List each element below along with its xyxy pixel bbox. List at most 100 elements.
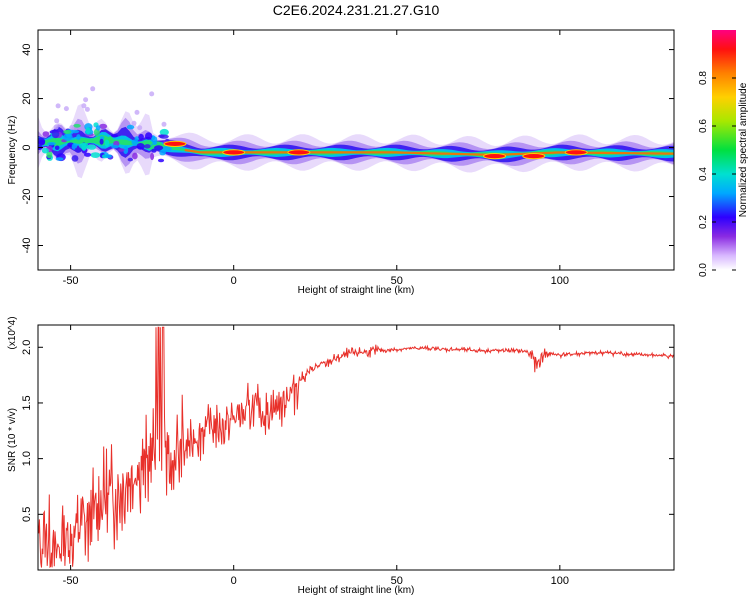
spectrogram-blob <box>55 103 61 109</box>
spectrogram-blob <box>134 109 140 115</box>
spectrogram-blob <box>132 152 138 160</box>
spectrogram-ridge <box>184 148 674 157</box>
spectrogram-hotspot <box>222 149 246 156</box>
colorbar-tick-label: 0.4 <box>698 167 709 181</box>
spectrogram-blob <box>144 144 151 149</box>
snr-frame <box>37 324 675 571</box>
colorbar-gradient <box>712 30 736 270</box>
spectrogram-blob <box>151 148 157 153</box>
spectrogram-y-tick-label: -20 <box>21 189 33 205</box>
spectrogram-blob <box>87 144 97 150</box>
spectrogram-y-label: Frequency (Hz) <box>7 116 18 185</box>
spectrogram-hotspot <box>522 153 546 160</box>
spectrogram-blob <box>84 152 92 157</box>
spectrogram-blob <box>41 147 49 154</box>
spectrogram-hotspot <box>483 153 507 160</box>
spectrogram-blob <box>76 134 81 141</box>
spectrogram-blob <box>99 138 104 145</box>
spectrogram-blob <box>137 125 143 131</box>
colorbar-tick-label: 0.8 <box>698 71 709 85</box>
spectrogram-x-ticks: -50 0 50 100 <box>63 30 569 287</box>
snr-y-tick-label: 2.0 <box>21 340 33 355</box>
chart-title: C2E6.2024.231.21.27.G10 <box>273 2 440 18</box>
snr-y-tick-label: 1.5 <box>21 395 33 410</box>
spectrogram-y-tick-label: 20 <box>21 92 33 104</box>
spectrogram-blob <box>69 125 75 130</box>
spectrogram-blob <box>74 147 82 153</box>
spectrogram-blob <box>63 129 72 134</box>
snr-x-tick-label: 0 <box>231 575 237 587</box>
snr-series-line <box>38 326 674 569</box>
colorbar-tick-label: 0.2 <box>698 215 709 229</box>
spectrogram-blob <box>149 91 155 97</box>
spectrogram-blob <box>53 124 59 130</box>
snr-y-label: SNR (10 * v/v) <box>7 408 18 472</box>
spectrogram-blob <box>108 136 113 142</box>
spectrogram-blob <box>85 127 91 135</box>
snr-y-ticks: 0.5 1.0 1.5 2.0 <box>21 340 674 522</box>
spectrogram-blob <box>99 123 108 129</box>
spectrogram-blob <box>159 150 166 156</box>
spectrogram-blob <box>123 146 129 154</box>
spectrogram-blob <box>138 133 144 140</box>
spectrogram-blob <box>134 136 140 141</box>
spectrogram-x-label: Height of straight line (km) <box>298 285 415 296</box>
spectrogram-blob <box>104 139 110 147</box>
snr-panel: -50 0 50 100 0.5 1.0 1.5 2.0 Height of straigh… <box>7 316 675 596</box>
spectrogram-blob <box>162 145 172 152</box>
spectrogram-x-tick-label: -50 <box>63 275 79 287</box>
spectrogram-blob <box>51 130 60 139</box>
colorbar: 0.0 0.2 0.4 0.6 0.8 Normalized spectral ampl… <box>698 30 749 277</box>
snr-y-multiplier: (x10^4) <box>7 316 18 349</box>
spectrogram-x-tick-label: 0 <box>231 275 237 287</box>
snr-y-tick-label: 1.0 <box>21 451 33 466</box>
spectrogram-blob <box>161 121 167 127</box>
spectrogram-blob <box>111 145 119 149</box>
spectrogram-blob <box>95 125 101 131</box>
spectrogram-blob <box>63 106 69 112</box>
snr-x-tick-label: 50 <box>391 575 403 587</box>
colorbar-label: Normalized spectral amplitude <box>738 82 749 217</box>
spectrogram-y-tick-label: -40 <box>21 238 33 254</box>
spectrogram-blob <box>118 148 125 152</box>
spectrogram-blob <box>111 134 118 138</box>
spectrogram-blob <box>154 145 164 151</box>
spectrogram-blob <box>126 124 135 130</box>
spectrogram-blob <box>131 120 137 126</box>
spectrogram-y-tick-label: 0 <box>21 145 33 151</box>
spectrogram-hotspot <box>287 149 311 156</box>
snr-x-tick-label: -50 <box>63 575 79 587</box>
spectrogram-blob <box>54 118 60 124</box>
spectrogram-blob <box>105 154 112 159</box>
snr-x-ticks: -50 0 50 100 <box>63 325 569 587</box>
spectrogram-blob <box>159 134 169 139</box>
colorbar-ticks: 0.0 0.2 0.4 0.6 0.8 <box>698 71 736 277</box>
snr-x-tick-label: 100 <box>551 575 569 587</box>
colorbar-tick-label: 0.0 <box>698 263 709 277</box>
spectrogram-blob <box>79 142 89 150</box>
spectrogram-blob <box>81 103 87 109</box>
spectrogram-y-ticks: -40 -20 0 20 40 <box>21 43 674 253</box>
spectrogram-blob <box>73 123 81 128</box>
spectrogram-blob <box>127 157 133 162</box>
spectrogram-blob <box>136 143 145 150</box>
spectrogram-blob <box>151 136 158 143</box>
spectrogram-panel: -50 0 50 100 -40 -20 0 20 40 Height of straight… <box>7 29 675 296</box>
spectrogram-blob <box>42 131 50 138</box>
spectrogram-blob <box>54 145 60 151</box>
snr-x-label: Height of straight line (km) <box>298 585 415 596</box>
colorbar-tick-label: 0.6 <box>698 119 709 133</box>
spectrogram-blob <box>90 86 96 92</box>
spectrogram-blob <box>63 133 73 142</box>
spectrogram-blob <box>159 128 169 136</box>
spectrogram-blob <box>113 140 120 147</box>
spectrogram-blob <box>131 139 139 146</box>
spectrogram-blob <box>90 152 101 159</box>
snr-plot-area <box>38 325 674 570</box>
spectrogram-hotspot <box>564 149 588 156</box>
spectrogram-blob <box>83 97 89 103</box>
spectrogram-hotspot <box>163 140 187 147</box>
spectrogram-x-tick-label: 50 <box>391 275 403 287</box>
spectrogram-frame <box>37 29 675 271</box>
